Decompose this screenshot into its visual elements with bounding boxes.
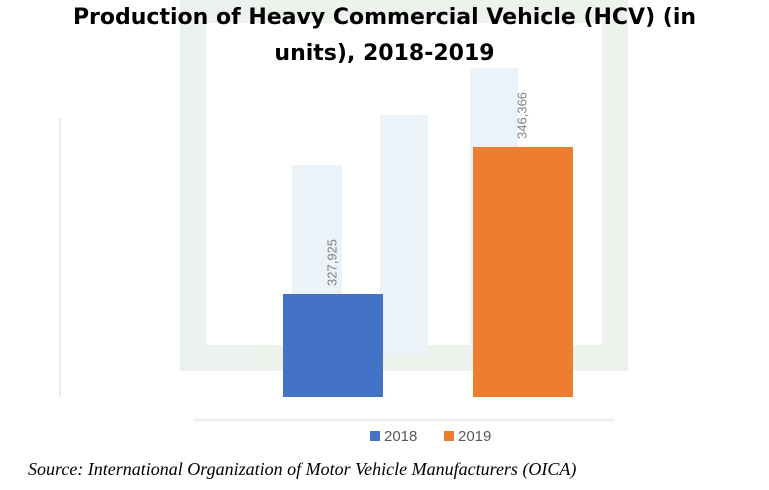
value-label: 327,925 [324, 239, 339, 286]
bar [283, 293, 383, 397]
bar [473, 146, 573, 397]
chart-title: Production of Heavy Commercial Vehicle (… [0, 0, 769, 72]
legend-swatch [370, 431, 380, 441]
chart-title-text: Production of Heavy Commercial Vehicle (… [72, 5, 697, 66]
value-label: 346,366 [514, 92, 529, 139]
legend-label: 2018 [384, 428, 417, 445]
source-note: Source: International Organization of Mo… [28, 459, 577, 479]
legend-swatch [444, 431, 454, 441]
legend-label: 2019 [458, 428, 491, 445]
